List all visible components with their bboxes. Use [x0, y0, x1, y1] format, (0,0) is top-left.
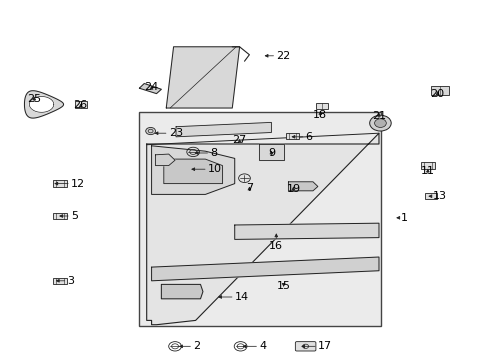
Text: 24: 24: [144, 82, 159, 92]
Text: 17: 17: [317, 341, 331, 351]
Bar: [315, 103, 327, 109]
Polygon shape: [24, 91, 63, 118]
Polygon shape: [146, 133, 378, 325]
Polygon shape: [155, 154, 175, 166]
Text: 18: 18: [313, 109, 326, 120]
Polygon shape: [29, 96, 54, 112]
Text: 26: 26: [74, 100, 87, 110]
Bar: [53, 213, 66, 219]
Text: 13: 13: [432, 191, 446, 201]
Text: 5: 5: [71, 211, 78, 221]
Text: 4: 4: [259, 341, 266, 351]
Text: 27: 27: [232, 135, 246, 145]
Text: 20: 20: [430, 89, 444, 99]
Text: 25: 25: [27, 94, 41, 104]
Text: 19: 19: [286, 184, 300, 194]
Text: 23: 23: [168, 128, 183, 138]
Bar: [285, 133, 299, 139]
Bar: [53, 180, 66, 187]
Polygon shape: [166, 47, 239, 108]
Text: 7: 7: [245, 183, 252, 193]
Bar: [53, 278, 66, 284]
FancyBboxPatch shape: [295, 342, 315, 351]
Polygon shape: [151, 146, 234, 194]
Text: 10: 10: [207, 164, 222, 174]
Polygon shape: [176, 122, 271, 137]
Polygon shape: [151, 257, 378, 281]
Bar: [433, 87, 445, 94]
Polygon shape: [139, 84, 161, 94]
Text: 12: 12: [71, 179, 85, 189]
Polygon shape: [163, 159, 222, 184]
Polygon shape: [234, 223, 378, 239]
Polygon shape: [161, 284, 203, 299]
Text: 21: 21: [371, 111, 385, 121]
Circle shape: [369, 115, 390, 131]
Bar: [425, 193, 437, 199]
Bar: [430, 86, 448, 95]
Text: 8: 8: [210, 148, 217, 158]
Polygon shape: [259, 144, 283, 160]
Circle shape: [374, 119, 386, 127]
Circle shape: [145, 127, 155, 135]
Bar: [420, 162, 434, 169]
Text: 2: 2: [193, 341, 200, 351]
Bar: [139, 112, 381, 326]
Text: 15: 15: [276, 281, 290, 291]
Text: 16: 16: [269, 241, 283, 251]
Text: 22: 22: [276, 51, 290, 61]
Text: 11: 11: [420, 166, 434, 176]
Text: 6: 6: [305, 132, 312, 142]
Bar: [75, 101, 86, 108]
Text: 3: 3: [67, 276, 74, 286]
Text: 9: 9: [267, 148, 274, 158]
Text: 14: 14: [234, 292, 248, 302]
Text: 1: 1: [400, 213, 407, 223]
Polygon shape: [288, 182, 317, 191]
